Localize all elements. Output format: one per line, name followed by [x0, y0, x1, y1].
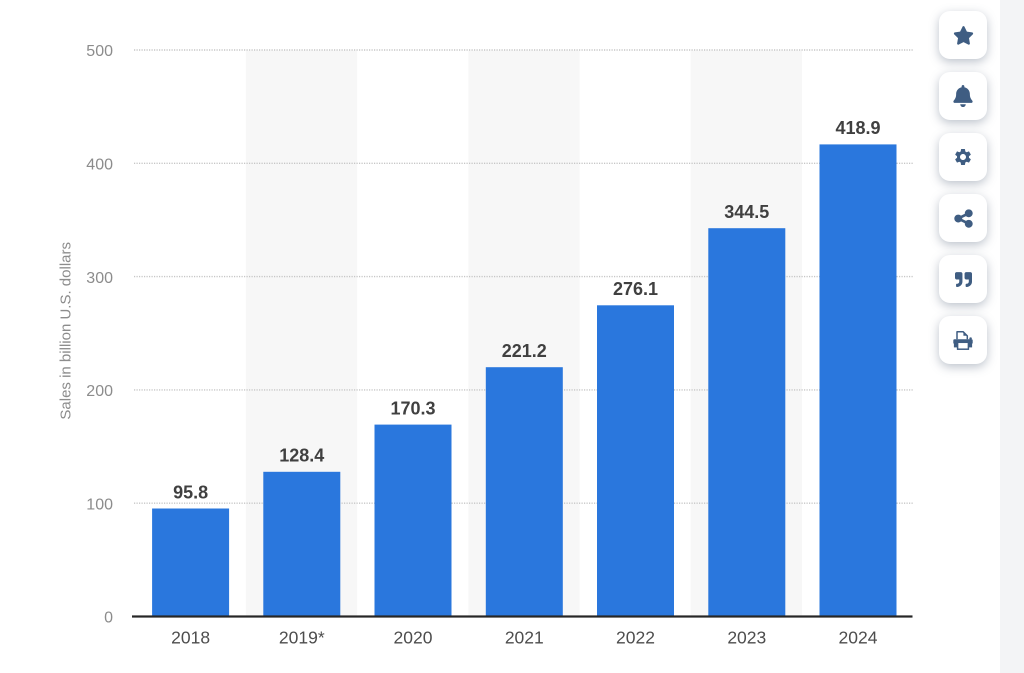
- svg-text:200: 200: [86, 383, 113, 400]
- svg-text:95.8: 95.8: [173, 482, 208, 502]
- svg-text:300: 300: [86, 270, 113, 287]
- svg-text:2019*: 2019*: [279, 628, 325, 648]
- svg-text:2021: 2021: [505, 628, 544, 648]
- svg-text:Sales in billion U.S. dollars: Sales in billion U.S. dollars: [58, 242, 75, 420]
- svg-text:2022: 2022: [616, 628, 655, 648]
- svg-text:0: 0: [104, 610, 113, 627]
- svg-text:128.4: 128.4: [279, 446, 324, 466]
- svg-text:2024: 2024: [839, 628, 878, 648]
- svg-text:500: 500: [86, 43, 113, 60]
- svg-text:100: 100: [86, 496, 113, 513]
- svg-text:400: 400: [86, 157, 113, 174]
- svg-text:170.3: 170.3: [390, 398, 435, 418]
- svg-text:221.2: 221.2: [502, 341, 547, 361]
- svg-text:418.9: 418.9: [835, 118, 880, 138]
- svg-text:2018: 2018: [171, 628, 210, 648]
- svg-text:276.1: 276.1: [613, 279, 658, 299]
- svg-text:2023: 2023: [727, 628, 766, 648]
- svg-text:344.5: 344.5: [724, 202, 769, 222]
- svg-text:2020: 2020: [394, 628, 433, 648]
